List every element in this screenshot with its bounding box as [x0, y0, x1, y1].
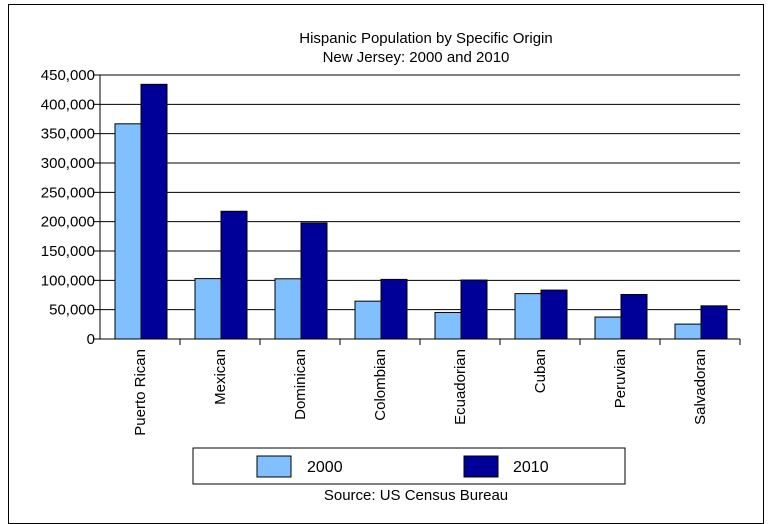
- y-tick-label: 150,000: [41, 243, 95, 260]
- axes: [94, 74, 741, 345]
- x-category-label: Cuban: [532, 349, 549, 393]
- bar-2000-salvadoran: [674, 323, 702, 340]
- legend: 2000 2010: [192, 447, 626, 485]
- y-tick-label: 300,000: [41, 155, 95, 172]
- x-category-label: Colombian: [372, 349, 389, 421]
- bar-2010-dominican: [300, 222, 328, 340]
- legend-label-2010: 2010: [513, 459, 549, 476]
- bar-2000-peruvian: [594, 316, 622, 340]
- bars: [114, 83, 728, 340]
- bar-2000-puerto-rican: [114, 123, 142, 340]
- x-category-label: Dominican: [292, 349, 309, 420]
- y-tick-label: 50,000: [49, 302, 95, 319]
- y-tick-label: 350,000: [41, 126, 95, 143]
- y-tick-label: 200,000: [41, 214, 95, 231]
- x-category-label: Ecuadorian: [452, 349, 469, 425]
- y-tick-label: 250,000: [41, 184, 95, 201]
- bar-2000-ecuadorian: [434, 311, 462, 340]
- bar-2010-puerto-rican: [140, 83, 168, 340]
- x-category-label: Peruvian: [612, 349, 629, 408]
- bar-2000-cuban: [514, 293, 542, 340]
- chart-subtitle: New Jersey: 2000 and 2010: [323, 49, 510, 66]
- x-category-label: Mexican: [212, 349, 229, 405]
- bar-2010-cuban: [540, 289, 568, 340]
- source-note: Source: US Census Bureau: [324, 487, 508, 504]
- y-axis-ticks: 0 50,000 100,000 150,000 200,000 250,000 300,0…: [41, 67, 95, 348]
- x-category-label: Puerto Rican: [132, 349, 149, 436]
- bar-2010-salvadoran: [700, 305, 728, 340]
- bar-2000-colombian: [354, 300, 382, 340]
- bar-2010-colombian: [380, 278, 408, 340]
- legend-swatch-2010: [463, 455, 499, 478]
- x-category-label: Salvadoran: [692, 349, 709, 425]
- bar-2000-mexican: [194, 278, 222, 340]
- bar-2010-ecuadorian: [460, 279, 488, 340]
- legend-swatch-2000: [256, 455, 292, 478]
- bar-chart: Hispanic Population by Specific Origin N…: [41, 30, 741, 504]
- y-tick-label: 400,000: [41, 96, 95, 113]
- y-tick-label: 450,000: [41, 67, 95, 84]
- x-axis-labels: Puerto Rican Mexican Dominican Colombian Ecu…: [132, 349, 709, 436]
- y-tick-label: 0: [87, 331, 95, 348]
- chart-title: Hispanic Population by Specific Origin: [299, 30, 552, 47]
- bar-2010-mexican: [220, 210, 248, 340]
- legend-label-2000: 2000: [307, 459, 343, 476]
- bar-2010-peruvian: [620, 293, 648, 340]
- bar-2000-dominican: [274, 278, 302, 340]
- y-tick-label: 100,000: [41, 272, 95, 289]
